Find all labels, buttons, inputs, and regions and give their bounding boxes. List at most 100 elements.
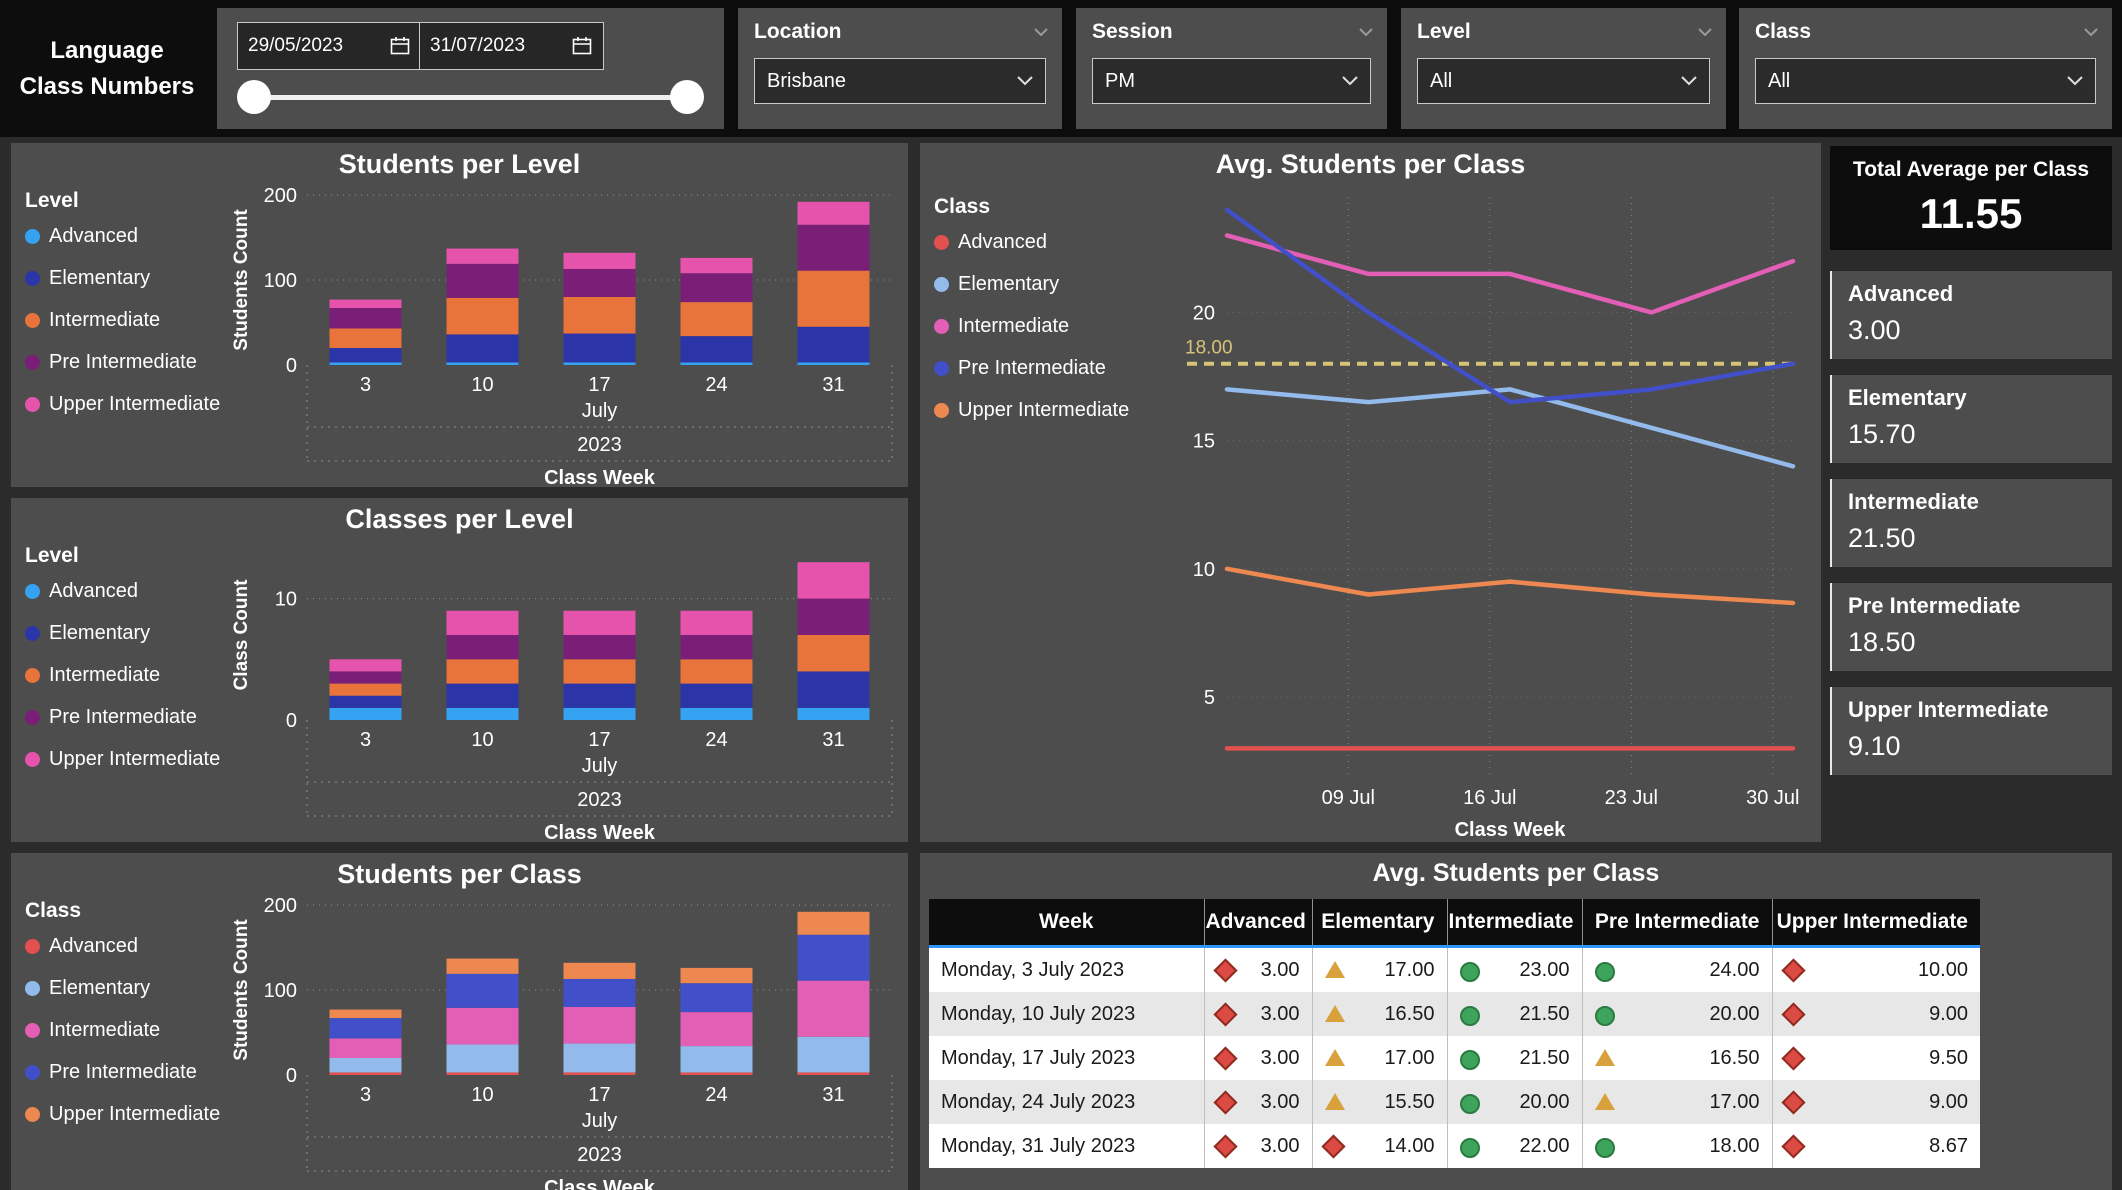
slider-handle-left[interactable] bbox=[237, 80, 271, 114]
table-row[interactable]: Monday, 24 July 2023 3.00 15.50 20.00 17.00 9… bbox=[929, 1080, 1980, 1124]
calendar-icon bbox=[390, 37, 410, 55]
date-from-value: 29/05/2023 bbox=[248, 35, 344, 56]
legend-color-dot bbox=[25, 1023, 40, 1038]
cell-value: 23.00 bbox=[1519, 958, 1570, 981]
svg-text:100: 100 bbox=[264, 980, 297, 1002]
legend-title: Level bbox=[25, 189, 79, 212]
legend-item-intermediate[interactable]: Intermediate bbox=[25, 664, 235, 687]
cell-value: 10.00 bbox=[1917, 958, 1968, 981]
legend-label: Intermediate bbox=[49, 309, 161, 331]
legend-item-upper-intermediate[interactable]: Upper Intermediate bbox=[25, 1103, 235, 1126]
column-header-intermediate[interactable]: Intermediate bbox=[1446, 899, 1582, 948]
legend-item-advanced[interactable]: Advanced bbox=[25, 935, 235, 958]
column-header-week[interactable]: Week bbox=[929, 899, 1204, 948]
legend-item-upper-intermediate[interactable]: Upper Intermediate bbox=[934, 399, 1144, 422]
location-slicer-label: Location bbox=[754, 20, 842, 43]
class-slicer: Class All bbox=[1739, 8, 2112, 129]
date-to-input[interactable]: 31/07/2023 bbox=[419, 22, 604, 70]
value-cell: 9.00 bbox=[1771, 992, 1980, 1036]
legend-item-pre-intermediate[interactable]: Pre Intermediate bbox=[25, 1061, 235, 1084]
week-cell: Monday, 3 July 2023 bbox=[941, 958, 1125, 981]
legend-item-pre-intermediate[interactable]: Pre Intermediate bbox=[25, 706, 235, 729]
date-from-input[interactable]: 29/05/2023 bbox=[237, 22, 422, 70]
legend-item-intermediate[interactable]: Intermediate bbox=[934, 315, 1144, 338]
date-to-value: 31/07/2023 bbox=[430, 35, 526, 56]
table-row[interactable]: Monday, 17 July 2023 3.00 17.00 21.50 16.50 9… bbox=[929, 1036, 1980, 1080]
column-header-elementary[interactable]: Elementary bbox=[1311, 899, 1447, 948]
value-cell: 3.00 bbox=[1203, 1080, 1312, 1124]
card-advanced: Advanced 3.00 bbox=[1830, 271, 2112, 359]
location-dropdown[interactable]: Brisbane bbox=[754, 58, 1046, 104]
kpi-circle-icon bbox=[1459, 1050, 1480, 1070]
chevron-down-icon[interactable] bbox=[2084, 27, 2098, 37]
svg-text:2023: 2023 bbox=[577, 434, 622, 456]
legend-item-upper-intermediate[interactable]: Upper Intermediate bbox=[25, 748, 235, 771]
legend-item-intermediate[interactable]: Intermediate bbox=[25, 309, 235, 332]
legend-item-elementary[interactable]: Elementary bbox=[25, 977, 235, 1000]
svg-text:July: July bbox=[582, 755, 618, 777]
legend-item-intermediate[interactable]: Intermediate bbox=[25, 1019, 235, 1042]
table-row[interactable]: Monday, 3 July 2023 3.00 17.00 23.00 24.00 10… bbox=[929, 946, 1980, 992]
kpi-diamond-icon bbox=[1212, 1046, 1238, 1071]
chevron-down-icon[interactable] bbox=[1698, 27, 1712, 37]
svg-text:16 Jul: 16 Jul bbox=[1463, 787, 1516, 809]
avg-students-line-chart[interactable]: 5 10 15 20 09 Jul 16 Jul 23 Jul 30 Jul 18.00 Clas… bbox=[1155, 189, 1821, 841]
class-slicer-label: Class bbox=[1755, 20, 1812, 43]
session-dropdown[interactable]: PM bbox=[1092, 58, 1371, 104]
value-cell: 24.00 bbox=[1581, 946, 1772, 992]
legend-item-upper-intermediate[interactable]: Upper Intermediate bbox=[25, 393, 235, 416]
kpi-circle-icon bbox=[1459, 1138, 1480, 1158]
legend-item-pre-intermediate[interactable]: Pre Intermediate bbox=[25, 351, 235, 374]
svg-text:31: 31 bbox=[822, 374, 844, 396]
kpi-diamond-icon bbox=[1780, 1134, 1806, 1159]
svg-text:5: 5 bbox=[1204, 687, 1215, 709]
card-upper-intermediate: Upper Intermediate 9.10 bbox=[1830, 687, 2112, 775]
chevron-down-icon[interactable] bbox=[1034, 27, 1048, 37]
svg-text:Class Count: Class Count bbox=[231, 579, 252, 691]
column-header-advanced[interactable]: Advanced bbox=[1203, 899, 1312, 948]
week-cell: Monday, 10 July 2023 bbox=[941, 1002, 1136, 1025]
svg-text:23 Jul: 23 Jul bbox=[1605, 787, 1658, 809]
svg-text:3: 3 bbox=[360, 729, 371, 751]
legend-item-advanced[interactable]: Advanced bbox=[25, 225, 235, 248]
legend-item-elementary[interactable]: Elementary bbox=[25, 622, 235, 645]
table-row[interactable]: Monday, 10 July 2023 3.00 16.50 21.50 20.00 9… bbox=[929, 992, 1980, 1036]
legend-item-advanced[interactable]: Advanced bbox=[25, 580, 235, 603]
classes-per-level-legend: Level Advanced Elementary Intermediate Pre I… bbox=[25, 544, 235, 790]
column-header-pre-intermediate[interactable]: Pre Intermediate bbox=[1581, 899, 1772, 948]
chevron-down-icon[interactable] bbox=[1359, 27, 1373, 37]
report-title-line1: Language bbox=[50, 36, 164, 64]
card-title: Upper Intermediate bbox=[1848, 697, 2049, 722]
classes-per-level-chart[interactable]: 0 10 Class Count 3 10 17 24 31 July 2023 Class Wee… bbox=[221, 534, 908, 840]
value-cell: 9.00 bbox=[1771, 1080, 1980, 1124]
level-dropdown[interactable]: All bbox=[1417, 58, 1710, 104]
students-per-class-chart[interactable]: 0 100 200 Students Count 3 10 17 24 31 July 2023 Cl… bbox=[221, 889, 908, 1190]
svg-text:Class Week: Class Week bbox=[1455, 819, 1567, 841]
legend-label: Upper Intermediate bbox=[49, 1103, 221, 1125]
students-per-level-chart[interactable]: 0 100 200 Students Count 3 10 17 24 31 July 2023 Cl… bbox=[221, 179, 908, 485]
class-dropdown[interactable]: All bbox=[1755, 58, 2096, 104]
legend-item-elementary[interactable]: Elementary bbox=[934, 273, 1144, 296]
value-cell: 23.00 bbox=[1446, 946, 1582, 992]
column-header-upper-intermediate[interactable]: Upper Intermediate bbox=[1771, 899, 1980, 948]
legend-label: Pre Intermediate bbox=[49, 706, 197, 728]
card-value: 9.10 bbox=[1848, 731, 1901, 761]
kpi-circle-icon bbox=[1594, 1138, 1615, 1158]
date-range-slider[interactable] bbox=[237, 78, 704, 118]
legend-label: Advanced bbox=[49, 935, 138, 957]
legend-item-elementary[interactable]: Elementary bbox=[25, 267, 235, 290]
value-cell: 17.00 bbox=[1311, 1036, 1447, 1080]
cell-value: 17.00 bbox=[1384, 1046, 1435, 1069]
legend-item-advanced[interactable]: Advanced bbox=[934, 231, 1144, 254]
kpi-triangle-icon bbox=[1324, 1049, 1345, 1066]
legend-item-pre-intermediate[interactable]: Pre Intermediate bbox=[934, 357, 1144, 380]
legend-label: Intermediate bbox=[958, 315, 1070, 337]
value-cell: 20.00 bbox=[1581, 992, 1772, 1036]
svg-text:10: 10 bbox=[1193, 559, 1215, 581]
legend-label: Pre Intermediate bbox=[49, 351, 197, 373]
legend-color-dot bbox=[25, 1065, 40, 1080]
total-average-title: Total Average per Class bbox=[1852, 158, 2090, 181]
slider-handle-right[interactable] bbox=[670, 80, 704, 114]
chart-title: Avg. Students per Class bbox=[1215, 149, 1526, 179]
table-row[interactable]: Monday, 31 July 2023 3.00 14.00 22.00 18.00 8… bbox=[929, 1124, 1980, 1168]
